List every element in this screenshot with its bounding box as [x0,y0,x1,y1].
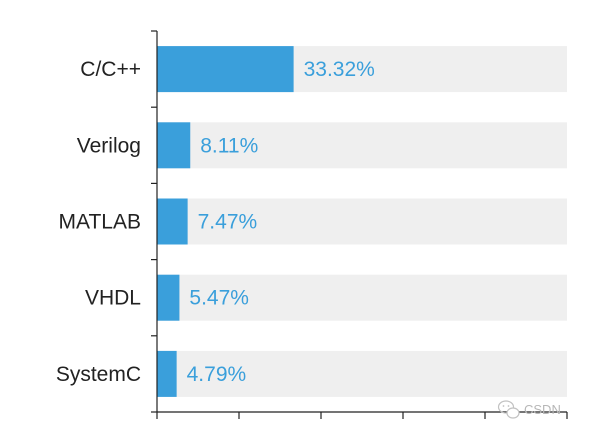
bar-track-vhdl [157,274,567,321]
bar-matlab [157,198,188,245]
category-label-systemc: SystemC [56,363,141,386]
category-label-verilog: Verilog [77,134,141,157]
value-label-vhdl: 5.47% [189,287,249,310]
category-labels: C/C++ Verilog MATLAB VHDL SystemC [56,58,141,386]
watermark-text: CSDN [524,402,561,417]
bar-vhdl [157,274,180,321]
category-label-matlab: MATLAB [59,211,141,234]
axis-ticks [151,30,568,419]
value-label-verilog: 8.11% [200,134,258,157]
wechat-icon [497,400,520,419]
watermark: CSDN [497,400,561,419]
bar-verilog [157,122,191,169]
bar-track-systemc [157,350,567,397]
bars [157,46,294,397]
value-label-c-c: 33.32% [304,58,375,81]
bar-c-c [157,46,294,93]
axes [156,31,567,413]
value-labels: 33.32% 8.11% 7.47% 5.47% 4.79% [187,58,375,386]
value-label-systemc: 4.79% [187,363,247,386]
bar-tracks [157,46,567,397]
category-label-vhdl: VHDL [85,287,141,310]
bar-track-matlab [157,198,567,245]
value-label-matlab: 7.47% [198,211,258,234]
category-label-c-c: C/C++ [80,58,141,81]
bar-systemc [157,350,177,397]
bar-track-verilog [157,122,567,169]
